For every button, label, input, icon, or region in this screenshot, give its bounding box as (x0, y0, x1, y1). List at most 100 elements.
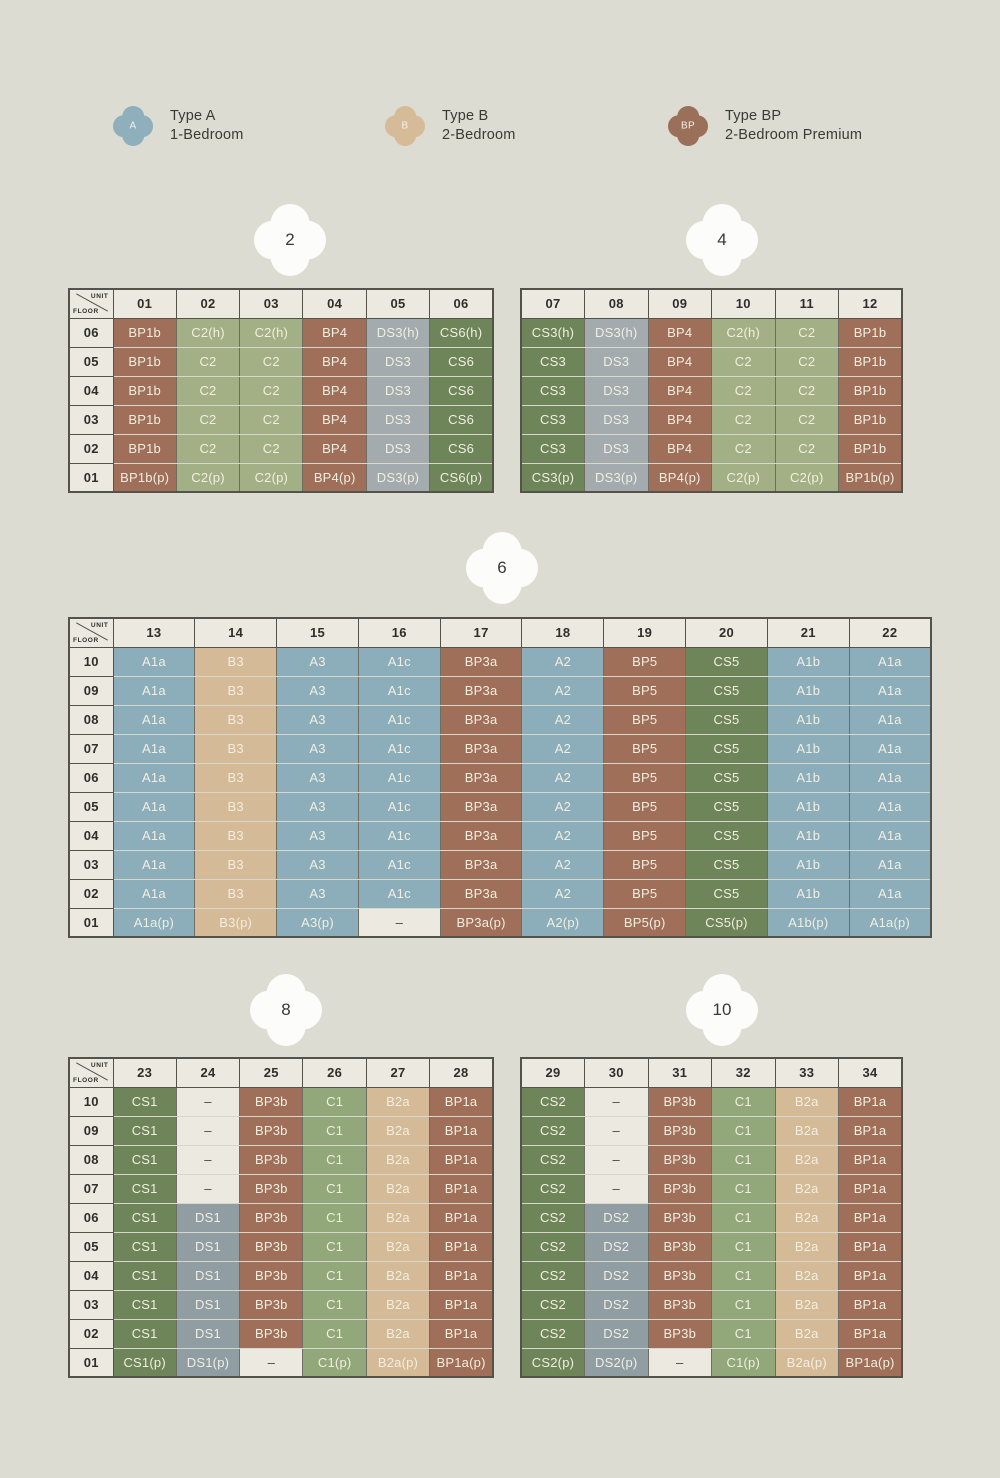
unit-cell: BP5 (603, 849, 687, 880)
unit-cell: A2 (521, 791, 605, 822)
block-10-marker: 10 (686, 974, 758, 1046)
block-6-table-container: UNIT FLOOR 13 14 15 16 17 18 19 20 21 22 10 A1a B3 A3 A1… (68, 617, 932, 938)
legend-item-type-b: B Type B 2-Bedroom (385, 106, 516, 146)
unit-cell: C2(h) (239, 317, 304, 348)
unit-column-header: 12 (838, 288, 903, 319)
unit-cell: BP5(p) (603, 907, 687, 938)
unit-cell: BP1b (838, 346, 903, 377)
unit-cell: BP5 (603, 791, 687, 822)
unit-cell: A1c (357, 704, 441, 735)
floor-row-header: 03 (68, 849, 114, 880)
unit-cell: DS3 (584, 433, 649, 464)
unit-cell: B2a (365, 1173, 431, 1204)
unit-cell: BP3b (239, 1144, 304, 1175)
block-2-table-container: UNIT FLOOR 01 02 03 04 05 06 06 BP1b C2(h) C2(h) BP4… (68, 288, 494, 493)
unit-cell: CS2(p) (520, 1347, 585, 1378)
unit-cell: CS5 (685, 704, 768, 735)
floor-row-header: 04 (68, 1260, 114, 1291)
unit-column-header: 08 (584, 288, 649, 319)
unit-cell: B3 (194, 733, 278, 764)
unit-cell: DS1 (175, 1260, 241, 1291)
unit-column-header: 23 (112, 1057, 177, 1088)
unit-cell: CS2 (520, 1289, 585, 1320)
unit-cell: CS3 (520, 404, 585, 435)
unit-column-header: 10 (711, 288, 776, 319)
unit-cell: A1c (357, 762, 441, 793)
unit-cell: A1b(p) (766, 907, 850, 938)
unit-column-header: 30 (584, 1057, 649, 1088)
legend-item-type-bp: BP Type BP 2-Bedroom Premium (668, 106, 862, 146)
unit-cell: BP1a (429, 1086, 494, 1117)
corner-floor-label: FLOOR (73, 1076, 99, 1084)
legend-item-type-a: A Type A 1-Bedroom (113, 106, 244, 146)
legend-title: Type A (170, 108, 216, 124)
unit-cell: – (175, 1086, 241, 1117)
block-number: 8 (281, 1000, 291, 1019)
flower-icon: 10 (686, 974, 758, 1046)
unit-cell: BP5 (603, 878, 687, 909)
unit-column-header: 03 (239, 288, 304, 319)
unit-cell: C1(p) (302, 1347, 367, 1378)
unit-column-header: 34 (838, 1057, 903, 1088)
unit-cell: BP5 (603, 733, 687, 764)
unit-column-header: 15 (276, 617, 359, 648)
unit-cell: C1 (302, 1289, 367, 1320)
unit-column-header: 04 (302, 288, 367, 319)
unit-column-header: 19 (603, 617, 687, 648)
unit-cell: C2(p) (774, 462, 839, 493)
unit-cell: B3(p) (194, 907, 278, 938)
unit-cell: BP1a (429, 1144, 494, 1175)
unit-column-header: 33 (774, 1057, 839, 1088)
unit-cell: DS3 (584, 346, 649, 377)
unit-cell: B2a(p) (774, 1347, 839, 1378)
flower-icon: 8 (250, 974, 322, 1046)
unit-cell: C1 (711, 1318, 776, 1349)
unit-cell: CS5 (685, 646, 768, 677)
unit-cell: A2 (521, 762, 605, 793)
unit-cell: A1c (357, 878, 441, 909)
unit-floor-corner-cell: UNIT FLOOR (68, 288, 114, 319)
unit-cell: C2 (175, 375, 241, 406)
legend-subtitle: 2-Bedroom (442, 127, 516, 143)
unit-cell: CS5 (685, 849, 768, 880)
unit-cell: CS5 (685, 878, 768, 909)
floor-row-header: 01 (68, 462, 114, 493)
unit-cell: C1 (711, 1115, 776, 1146)
unit-cell: C1 (711, 1144, 776, 1175)
floor-row-header: 02 (68, 433, 114, 464)
unit-cell: C2 (175, 346, 241, 377)
unit-cell: BP3b (239, 1289, 304, 1320)
unit-cell: BP3b (647, 1318, 712, 1349)
unit-column-header: 01 (112, 288, 177, 319)
unit-cell: A1b (766, 849, 850, 880)
unit-cell: CS2 (520, 1260, 585, 1291)
unit-cell: A1c (357, 675, 441, 706)
unit-cell: A1a (848, 820, 932, 851)
unit-cell: BP3a (439, 849, 523, 880)
block-8-marker: 8 (250, 974, 322, 1046)
unit-cell: – (584, 1173, 649, 1204)
unit-cell: BP1a (838, 1173, 903, 1204)
unit-cell: CS2 (520, 1086, 585, 1117)
unit-cell: DS2 (584, 1231, 649, 1262)
unit-cell: A1a (112, 878, 196, 909)
unit-column-header: 05 (365, 288, 431, 319)
floor-row-header: 05 (68, 1231, 114, 1262)
unit-cell: A1a (848, 704, 932, 735)
unit-cell: BP4 (647, 317, 712, 348)
unit-cell: A3 (276, 849, 359, 880)
unit-cell: A3 (276, 704, 359, 735)
unit-cell: C1(p) (711, 1347, 776, 1378)
unit-column-header: 17 (439, 617, 523, 648)
unit-cell: BP1a (429, 1173, 494, 1204)
unit-cell: C1 (711, 1086, 776, 1117)
unit-cell: BP1a (838, 1115, 903, 1146)
unit-cell: A1a (112, 733, 196, 764)
floor-row-header: 06 (68, 1202, 114, 1233)
unit-cell: BP3a (439, 762, 523, 793)
unit-cell: BP1a (429, 1318, 494, 1349)
unit-cell: BP5 (603, 675, 687, 706)
unit-cell: BP3b (239, 1202, 304, 1233)
unit-cell: BP1a (838, 1202, 903, 1233)
unit-cell: C1 (302, 1202, 367, 1233)
